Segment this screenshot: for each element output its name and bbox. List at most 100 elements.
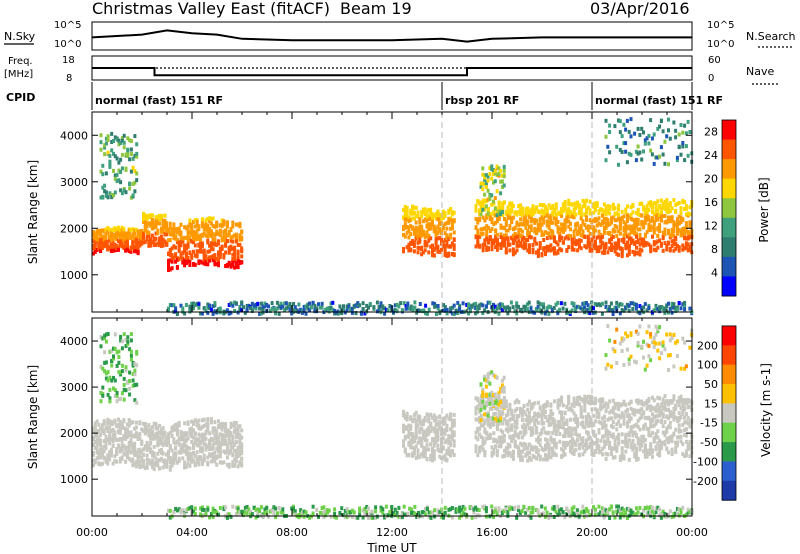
data-cell xyxy=(158,458,162,463)
data-cell xyxy=(431,218,434,223)
data-cell xyxy=(300,309,304,313)
data-cell xyxy=(484,304,488,309)
data-cell xyxy=(145,221,149,226)
data-cell xyxy=(220,238,224,243)
data-cell xyxy=(658,223,662,227)
data-cell xyxy=(200,447,204,452)
data-cell xyxy=(508,427,512,432)
data-cell xyxy=(274,307,278,312)
data-cell xyxy=(202,306,206,311)
data-cell xyxy=(100,461,104,466)
data-cell xyxy=(133,169,137,173)
data-cell xyxy=(526,458,530,463)
data-cell xyxy=(449,309,453,314)
data-cell xyxy=(432,440,436,445)
data-cell xyxy=(528,415,531,420)
data-cell xyxy=(100,238,104,242)
data-cell xyxy=(675,307,679,312)
data-cell xyxy=(192,232,195,237)
data-cell xyxy=(128,138,132,143)
data-cell xyxy=(161,435,165,440)
data-cell xyxy=(524,238,528,243)
data-cell xyxy=(611,312,615,316)
data-cell xyxy=(452,430,456,435)
data-cell xyxy=(161,237,165,242)
data-cell xyxy=(174,457,178,462)
data-cell xyxy=(560,222,564,227)
data-cell xyxy=(204,436,208,441)
data-cell xyxy=(240,229,244,234)
data-cell xyxy=(522,441,526,446)
data-cell xyxy=(421,232,425,237)
data-cell xyxy=(533,210,537,215)
data-cell xyxy=(150,213,154,218)
data-cell xyxy=(563,200,567,204)
data-cell xyxy=(125,452,129,457)
data-cell xyxy=(492,302,495,307)
data-cell xyxy=(231,252,235,257)
data-cell xyxy=(231,460,235,465)
data-cell xyxy=(620,251,624,256)
data-cell xyxy=(622,141,626,146)
data-cell xyxy=(229,235,233,240)
data-cell xyxy=(142,211,145,216)
data-cell xyxy=(407,225,411,230)
data-cell xyxy=(513,424,517,429)
data-cell xyxy=(418,308,422,313)
data-cell xyxy=(104,441,108,445)
data-cell xyxy=(452,421,456,426)
data-cell xyxy=(224,238,228,243)
data-cell xyxy=(445,457,449,462)
nave-label: Nave xyxy=(746,65,774,78)
data-cell xyxy=(402,226,405,231)
data-cell xyxy=(154,432,158,437)
data-cell xyxy=(506,412,510,417)
data-cell xyxy=(529,219,533,224)
data-cell xyxy=(588,218,592,223)
data-cell xyxy=(636,222,640,226)
data-cell xyxy=(177,423,181,428)
data-cell xyxy=(538,217,542,222)
data-cell xyxy=(478,426,482,431)
data-cell xyxy=(474,430,478,435)
data-cell xyxy=(120,443,124,448)
data-cell xyxy=(479,208,483,213)
data-cell xyxy=(569,210,572,215)
data-cell xyxy=(515,248,519,253)
data-cell xyxy=(170,246,174,251)
data-cell xyxy=(129,458,133,463)
data-cell xyxy=(236,222,240,227)
data-cell xyxy=(593,208,597,213)
data-cell xyxy=(488,432,492,437)
data-cell xyxy=(686,248,690,253)
data-cell xyxy=(420,226,424,231)
nsearch-label: N.Search xyxy=(746,30,796,43)
data-cell xyxy=(624,226,628,231)
data-cell xyxy=(586,205,590,210)
data-cell xyxy=(474,301,478,306)
data-cell xyxy=(499,242,503,247)
data-cell xyxy=(420,422,424,427)
data-cell xyxy=(193,224,197,229)
data-cell xyxy=(192,450,195,455)
data-cell xyxy=(536,453,540,457)
data-cell xyxy=(684,144,688,149)
data-cell xyxy=(172,460,176,465)
data-cell xyxy=(470,304,474,309)
data-cell xyxy=(208,306,212,310)
data-cell xyxy=(519,211,523,216)
data-cell xyxy=(233,300,237,305)
data-cell xyxy=(113,176,117,181)
data-cell xyxy=(661,214,665,219)
data-cell xyxy=(129,438,133,442)
data-cell xyxy=(474,217,478,221)
data-cell xyxy=(411,439,415,444)
data-cell xyxy=(688,247,692,252)
data-cell xyxy=(193,243,197,248)
data-cell xyxy=(220,427,224,432)
data-cell xyxy=(643,141,647,146)
data-cell xyxy=(570,245,574,250)
data-cell xyxy=(122,140,126,145)
data-cell xyxy=(529,403,533,408)
data-cell xyxy=(474,208,478,213)
